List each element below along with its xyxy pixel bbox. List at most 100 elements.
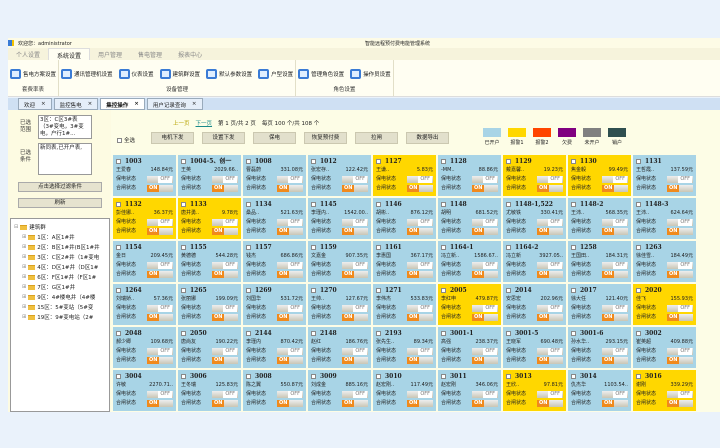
expand-icon[interactable]: ⊞ (22, 314, 27, 320)
tool-button[interactable]: 恢复预付费 (304, 132, 347, 144)
meter-card[interactable]: 3004 许敏 2270.71.. 保电状态 OFF 合闸状态 ON (113, 370, 176, 411)
meter-card[interactable]: 1130 焦金毅 99.49元 保电状态 OFF 合闸状态 ON (568, 155, 631, 196)
close-icon[interactable]: × (191, 101, 197, 107)
card-checkbox[interactable] (181, 331, 186, 336)
card-checkbox[interactable] (441, 245, 446, 250)
switch-toggle[interactable]: ON (537, 400, 563, 407)
condition-textarea[interactable]: 新同表,已开户表, (38, 143, 92, 175)
switch-toggle[interactable]: ON (277, 357, 303, 364)
meter-card[interactable]: 1271 李伟杰 533.83元 保电状态 OFF 合闸状态 ON (373, 284, 436, 325)
card-checkbox[interactable] (181, 245, 186, 250)
switch-toggle[interactable]: ON (472, 357, 498, 364)
tree-node[interactable]: ⊞ 9区：4#楼电井（4#楼 (14, 292, 106, 302)
card-checkbox[interactable] (181, 159, 186, 164)
meter-card[interactable]: 1128 -MM.. 88.86元 保电状态 OFF 合闸状态 ON (438, 155, 501, 196)
protect-toggle[interactable]: OFF (537, 219, 563, 226)
switch-toggle[interactable]: ON (342, 185, 368, 192)
switch-toggle[interactable]: ON (407, 185, 433, 192)
close-icon[interactable]: × (134, 101, 139, 107)
protect-toggle[interactable]: OFF (407, 305, 433, 312)
switch-toggle[interactable]: ON (147, 314, 173, 321)
protect-toggle[interactable]: OFF (212, 348, 238, 355)
meter-card[interactable]: 3014 仇杰华 1103.54.. 保电状态 OFF 合闸状态 ON (568, 370, 631, 411)
card-checkbox[interactable] (506, 374, 511, 379)
card-checkbox[interactable] (636, 159, 641, 164)
switch-toggle[interactable]: ON (407, 271, 433, 278)
next-page-link[interactable]: 下一页 (195, 121, 213, 127)
protect-toggle[interactable]: OFF (277, 176, 303, 183)
expand-icon[interactable]: ⊞ (22, 304, 27, 310)
switch-toggle[interactable]: ON (472, 185, 498, 192)
switch-toggle[interactable]: ON (472, 228, 498, 235)
filter-button[interactable]: 点击选择过滤条件 (18, 182, 102, 192)
tree-node[interactable]: ⊞ 15区：5#变站（5#变 (14, 302, 106, 312)
switch-toggle[interactable]: ON (212, 228, 238, 235)
tree-node[interactable]: ⊞ 4区：D区1#井（D区1# (14, 262, 106, 272)
meter-card[interactable]: 1155 黄德德 544.28元 保电状态 OFF 合闸状态 ON (178, 241, 241, 282)
range-textarea[interactable]: 3区：C区3#表（3#变电，3#变电，户行1#... (38, 115, 92, 139)
switch-toggle[interactable]: ON (407, 400, 433, 407)
meter-card[interactable]: 1133 唐井勇.. 9.78元 保电状态 OFF 合闸状态 ON (178, 198, 241, 239)
protect-toggle[interactable]: OFF (342, 219, 368, 226)
protect-toggle[interactable]: OFF (667, 219, 693, 226)
protect-toggle[interactable]: OFF (342, 391, 368, 398)
switch-toggle[interactable]: ON (667, 400, 693, 407)
switch-toggle[interactable]: ON (277, 314, 303, 321)
meter-card[interactable]: 2020 佳飞 155.93元 保电状态 OFF 合闸状态 ON (633, 284, 696, 325)
card-checkbox[interactable] (441, 288, 446, 293)
switch-toggle[interactable]: ON (147, 185, 173, 192)
meter-card[interactable]: 1264 刘瑞娇.. 57.36元 保电状态 OFF 合闸状态 ON (113, 284, 176, 325)
meter-card[interactable]: 2193 张先生.. 89.34元 保电状态 OFF 合闸状态 ON (373, 327, 436, 368)
meter-card[interactable]: 3009 刘成金 885.16元 保电状态 OFF 合闸状态 ON (308, 370, 371, 411)
menu-tab[interactable]: 用户管理 (98, 52, 123, 59)
switch-toggle[interactable]: ON (277, 185, 303, 192)
switch-toggle[interactable]: ON (472, 271, 498, 278)
protect-toggle[interactable]: OFF (667, 348, 693, 355)
doc-tab[interactable]: 欢迎 × (18, 98, 52, 110)
card-checkbox[interactable] (116, 245, 121, 250)
card-checkbox[interactable] (636, 374, 641, 379)
card-checkbox[interactable] (571, 159, 576, 164)
switch-toggle[interactable]: ON (602, 314, 628, 321)
protect-toggle[interactable]: OFF (147, 391, 173, 398)
ribbon-button[interactable]: 操作员设置 (350, 69, 391, 79)
prev-page-link[interactable]: 上一页 (173, 121, 190, 127)
meter-card[interactable]: 3013 王欣.. 97.81元 保电状态 OFF 合闸状态 ON (503, 370, 566, 411)
card-checkbox[interactable] (311, 159, 316, 164)
tool-button[interactable]: 拉闸 (355, 132, 398, 144)
protect-toggle[interactable]: OFF (667, 305, 693, 312)
card-checkbox[interactable] (311, 245, 316, 250)
switch-toggle[interactable]: ON (277, 271, 303, 278)
card-checkbox[interactable] (246, 331, 251, 336)
protect-toggle[interactable]: OFF (667, 176, 693, 183)
protect-toggle[interactable]: OFF (602, 219, 628, 226)
tool-button[interactable]: 数据导出 (406, 132, 449, 144)
card-checkbox[interactable] (116, 288, 121, 293)
meter-card[interactable]: 1258 王国田.. 184.31元 保电状态 OFF 合闸状态 ON (568, 241, 631, 282)
switch-toggle[interactable]: ON (212, 271, 238, 278)
meter-card[interactable]: 1003 王爱春 148.84元 保电状态 OFF 合闸状态 ON (113, 155, 176, 196)
meter-card[interactable]: 3016 谢刚 339.29元 保电状态 OFF 合闸状态 ON (633, 370, 696, 411)
protect-toggle[interactable]: OFF (277, 262, 303, 269)
switch-toggle[interactable]: ON (147, 228, 173, 235)
card-checkbox[interactable] (506, 288, 511, 293)
card-checkbox[interactable] (181, 288, 186, 293)
meter-card[interactable]: 1134 桑品.. 521.63元 保电状态 OFF 合闸状态 ON (243, 198, 306, 239)
meter-card[interactable]: 1265 张丽娜 199.09元 保电状态 OFF 合闸状态 ON (178, 284, 241, 325)
switch-toggle[interactable]: ON (342, 400, 368, 407)
meter-card[interactable]: 1146 胡彬.. 876.12元 保电状态 OFF 合闸状态 ON (373, 198, 436, 239)
switch-toggle[interactable]: ON (472, 314, 498, 321)
protect-toggle[interactable]: OFF (472, 348, 498, 355)
tree-node[interactable]: ⊞ 2区：B区1#井(B区1#井 (14, 242, 106, 252)
protect-toggle[interactable]: OFF (342, 176, 368, 183)
switch-toggle[interactable]: ON (537, 271, 563, 278)
card-checkbox[interactable] (181, 374, 186, 379)
protect-toggle[interactable]: OFF (602, 262, 628, 269)
meter-card[interactable]: 1008 曹磊蔚 331.08元 保电状态 OFF 合闸状态 ON (243, 155, 306, 196)
protect-toggle[interactable]: OFF (147, 348, 173, 355)
protect-toggle[interactable]: OFF (342, 348, 368, 355)
card-checkbox[interactable] (376, 245, 381, 250)
card-checkbox[interactable] (376, 331, 381, 336)
tool-button[interactable]: 设置下发 (202, 132, 245, 144)
protect-toggle[interactable]: OFF (472, 176, 498, 183)
